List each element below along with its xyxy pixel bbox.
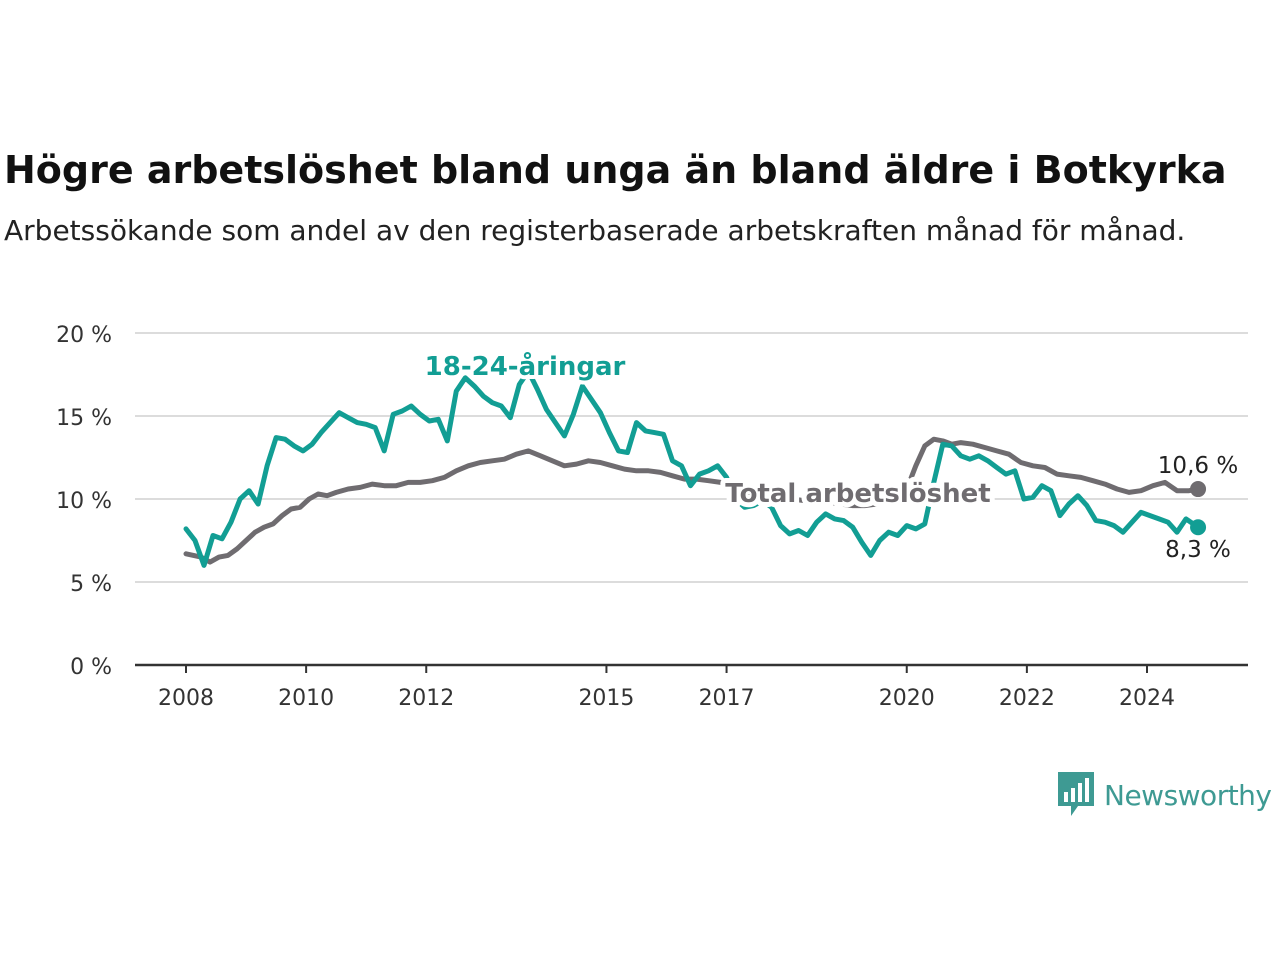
brand-name: Newsworthy	[1104, 778, 1272, 812]
series-lines	[183, 368, 1207, 568]
x-tick-label: 2017	[699, 686, 755, 711]
x-tick-label: 2022	[999, 686, 1055, 711]
x-tick-label: 2020	[879, 686, 935, 711]
series-name-label-youth: 18-24-åringar	[425, 350, 626, 382]
series-name-label-total: Total arbetslöshet	[725, 479, 990, 509]
series-line-youth	[183, 368, 1201, 568]
y-tick-label: 0 %	[70, 655, 112, 680]
x-tick-label: 2012	[398, 686, 454, 711]
end-value-label-youth: 8,3 %	[1165, 537, 1231, 563]
y-axis: 0 % 5 % 10 % 15 % 20 %	[56, 323, 112, 680]
y-tick-label: 10 %	[56, 489, 112, 514]
bar-chart-speech-bubble-icon	[1058, 772, 1094, 816]
chart-subtitle: Arbetssökande som andel av den registerb…	[4, 214, 1186, 247]
series-line-total	[183, 436, 1201, 565]
newsworthy-logo: Newsworthy	[1058, 772, 1272, 818]
y-tick-label: 15 %	[56, 406, 112, 431]
x-tick-label: 2008	[158, 686, 214, 711]
end-point-marker	[1190, 481, 1207, 498]
y-tick-label: 20 %	[56, 323, 112, 348]
x-tick-label: 2010	[278, 686, 334, 711]
x-tick-label: 2015	[578, 686, 634, 711]
x-axis: 2008 2010 2012 2015 2017 2020 2022 2024	[135, 663, 1248, 711]
end-value-label-total: 10,6 %	[1158, 453, 1238, 479]
y-tick-label: 5 %	[70, 572, 112, 597]
gridlines	[135, 332, 1248, 583]
end-point-marker	[1190, 519, 1207, 536]
chart-title: Högre arbetslöshet bland unga än bland ä…	[4, 148, 1227, 192]
series-labels: 18-24-åringar Total arbetslöshet 10,6 % 8,3…	[421, 346, 1239, 563]
x-tick-label: 2024	[1119, 686, 1175, 711]
